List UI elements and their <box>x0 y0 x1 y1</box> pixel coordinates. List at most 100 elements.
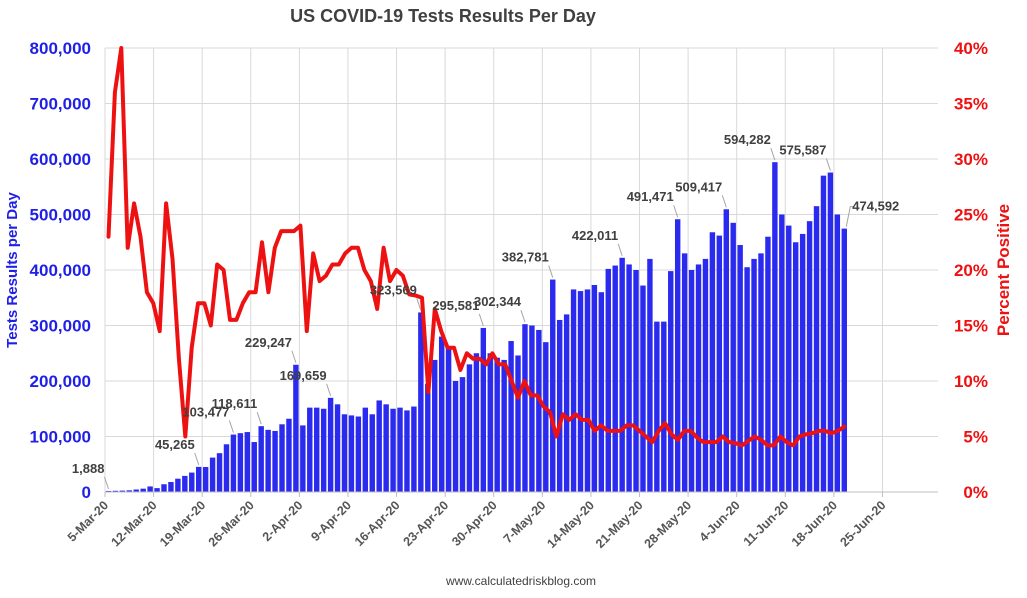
bar <box>779 214 785 492</box>
x-tick-label: 14-May-20 <box>544 498 597 551</box>
y-tick-right: 25% <box>954 206 988 225</box>
label-leader-line <box>721 195 727 208</box>
bar <box>556 319 563 492</box>
y-tick-left: 100,000 <box>30 428 91 447</box>
bar <box>827 172 834 493</box>
data-label: 1,888 <box>72 461 105 476</box>
bar <box>577 291 584 492</box>
data-label: 491,471 <box>627 189 674 204</box>
bar <box>244 432 251 492</box>
bar <box>716 235 723 492</box>
y-tick-left: 200,000 <box>30 372 91 391</box>
bar <box>487 353 493 492</box>
footer-source: www.calculatedriskblog.com <box>445 574 596 588</box>
bar <box>813 206 820 493</box>
x-tick-label: 25-Jun-20 <box>837 498 888 549</box>
x-tick-label: 4-Jun-20 <box>697 498 743 544</box>
x-tick-label: 12-Mar-20 <box>109 498 160 549</box>
data-label: 229,247 <box>245 335 292 350</box>
bar <box>202 467 209 492</box>
bar <box>508 341 514 492</box>
bar <box>327 397 334 492</box>
y-tick-right: 5% <box>963 428 988 447</box>
bar <box>799 233 806 493</box>
bar <box>688 270 695 492</box>
bar <box>647 258 653 492</box>
data-label: 594,282 <box>724 132 771 147</box>
bar <box>529 325 535 492</box>
label-leader-line <box>416 298 422 311</box>
bar <box>501 359 507 492</box>
bar <box>841 228 847 492</box>
y-tick-right: 35% <box>954 95 988 114</box>
label-leader-line <box>825 158 831 171</box>
data-label: 169,659 <box>280 368 327 383</box>
gridlines <box>104 47 938 493</box>
label-leader-line <box>673 205 679 218</box>
data-label: 509,417 <box>675 179 722 194</box>
y-tick-left: 800,000 <box>30 39 91 58</box>
data-label: 45,265 <box>155 437 195 452</box>
bar <box>348 415 355 492</box>
bar <box>355 416 362 492</box>
bar <box>466 364 473 492</box>
y-tick-left: 300,000 <box>30 317 91 336</box>
axes <box>104 491 938 497</box>
bar <box>196 466 202 492</box>
bar <box>786 225 792 492</box>
label-leader-line <box>103 476 109 490</box>
label-leader-line <box>478 313 484 327</box>
chart-title: US COVID-19 Tests Results Per Day <box>290 6 596 26</box>
bar <box>459 377 466 492</box>
bar <box>598 292 605 492</box>
data-label: 295,581 <box>432 298 479 313</box>
data-label: 474,592 <box>852 199 899 214</box>
label-leader-line <box>845 206 855 227</box>
bar <box>536 329 542 492</box>
bar <box>258 426 264 492</box>
bar <box>709 232 716 492</box>
x-tick-label: 7-May-20 <box>501 498 549 546</box>
data-label: 118,611 <box>212 396 258 411</box>
bar <box>605 268 611 492</box>
x-tick-label: 11-Jun-20 <box>741 498 792 549</box>
bar <box>286 418 292 492</box>
bar <box>175 478 181 492</box>
label-leader-line <box>194 452 200 466</box>
x-tick-label: 23-Apr-20 <box>401 498 452 549</box>
bar <box>293 364 299 492</box>
data-label: 575,587 <box>779 143 826 158</box>
data-label: 103,477 <box>182 405 229 420</box>
label-leader-line <box>291 350 297 363</box>
y-tick-right: 30% <box>954 150 988 169</box>
bar <box>681 253 688 492</box>
bar <box>425 383 431 492</box>
label-leader-line <box>326 383 332 396</box>
bar <box>223 444 230 492</box>
bar <box>695 264 702 492</box>
bar <box>383 404 389 492</box>
x-tick-label: 30-Apr-20 <box>449 498 500 549</box>
label-leader-line <box>617 243 623 256</box>
bar <box>654 321 660 492</box>
bar <box>772 162 778 492</box>
bar <box>251 442 257 492</box>
bar <box>182 475 188 492</box>
x-tick-label: 2-Apr-20 <box>260 498 306 544</box>
bar <box>265 429 271 492</box>
bar <box>140 488 146 492</box>
label-leader-line <box>228 420 234 433</box>
bar <box>341 414 348 492</box>
bar <box>105 490 112 492</box>
bar <box>543 342 549 492</box>
bar <box>438 336 445 492</box>
bar <box>112 490 119 492</box>
bar <box>314 407 320 492</box>
bar <box>369 414 375 492</box>
label-leader-line <box>548 265 554 278</box>
y-tick-left: 400,000 <box>30 261 91 280</box>
bar <box>189 472 195 492</box>
y-tick-left: 500,000 <box>30 206 91 225</box>
